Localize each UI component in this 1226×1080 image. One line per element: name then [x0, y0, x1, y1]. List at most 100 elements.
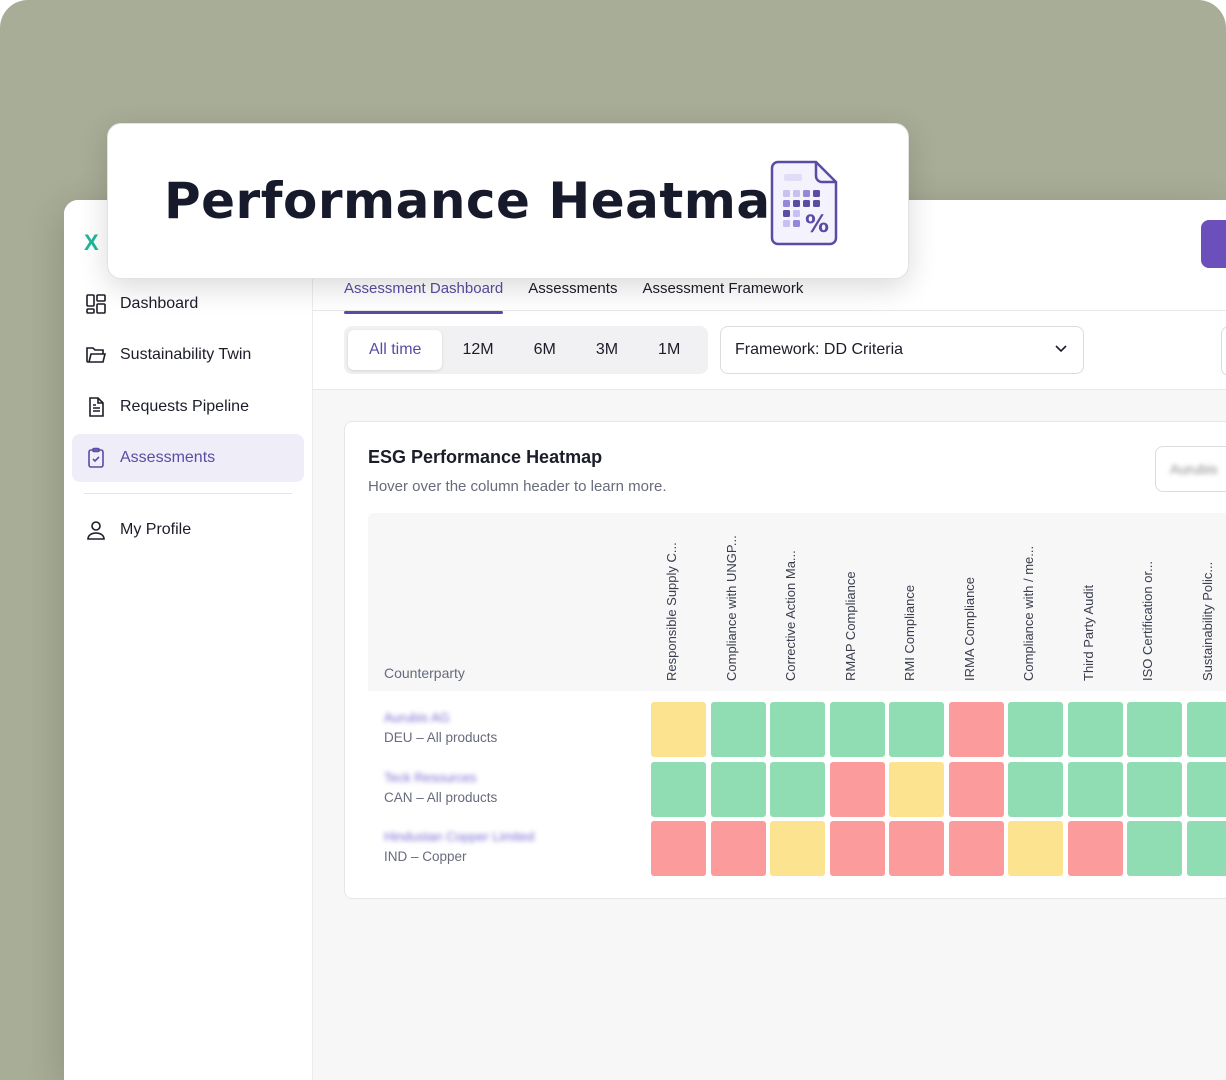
heatmap-cell[interactable] [889, 702, 944, 757]
heatmap-cell[interactable] [1067, 821, 1123, 876]
app-logo[interactable]: X [84, 230, 99, 255]
column-header[interactable]: ISO Certification or... [1139, 521, 1159, 681]
sidebar-divider [84, 493, 292, 494]
sidebar-item-dashboard[interactable]: Dashboard [72, 280, 304, 328]
column-header-label: Compliance with / me... [1021, 545, 1036, 681]
heatmap-cell[interactable] [770, 761, 825, 817]
toolbar-divider [313, 389, 1226, 390]
sidebar-item-label: Assessments [120, 449, 216, 466]
sidebar-item-requests-pipeline[interactable]: Requests Pipeline [72, 383, 304, 431]
period-selector: All time 12M 6M 3M 1M [344, 326, 708, 374]
heatmap-cell[interactable] [651, 702, 706, 757]
heatmap-cell[interactable] [1127, 761, 1182, 817]
sidebar-item-my-profile[interactable]: My Profile [72, 506, 304, 554]
heatmap-cell[interactable] [710, 702, 766, 757]
framework-select-value: Framework: DD Criteria [735, 341, 904, 358]
chevron-down-icon [1053, 340, 1069, 361]
column-header-label: Corrective Action Ma... [783, 550, 798, 681]
svg-text:%: % [805, 210, 829, 238]
heatmap-cell[interactable] [1186, 702, 1226, 757]
column-header-label: Sustainability Polic... [1199, 561, 1215, 681]
heatmap-cell[interactable] [1008, 821, 1063, 876]
heatmap-cell[interactable] [829, 761, 885, 817]
secondary-select[interactable] [1221, 326, 1226, 376]
column-header[interactable]: Compliance with / me... [1020, 521, 1040, 681]
heatmap-cell[interactable] [710, 761, 766, 817]
column-header[interactable]: IRMA Compliance [961, 521, 981, 681]
sidebar-item-assessments[interactable]: Assessments [72, 434, 304, 482]
period-12m-button[interactable]: 12M [462, 341, 494, 358]
period-1m-button[interactable]: 1M [658, 341, 681, 358]
tabs-divider [313, 310, 1226, 311]
sidebar: X Dashboard Sustainability Twin Requests… [64, 200, 313, 1080]
clipboard-check-icon [84, 446, 108, 470]
counterparty-row-label: Teck Resources CAN – All products [384, 770, 644, 805]
tab-assessments[interactable]: Assessments [528, 280, 618, 297]
period-3m-button[interactable]: 3M [595, 341, 619, 358]
heatmap-cell[interactable] [1127, 821, 1182, 876]
heatmap-cell[interactable] [770, 821, 825, 876]
column-header-label: RMAP Compliance [842, 571, 858, 681]
heatmap-cell[interactable] [651, 761, 706, 817]
column-header[interactable]: Corrective Action Ma... [782, 521, 802, 681]
app-window: X Dashboard Sustainability Twin Requests… [64, 200, 1226, 1080]
heatmap-cell[interactable] [1067, 702, 1123, 757]
framework-select[interactable]: Framework: DD Criteria [720, 326, 1084, 374]
column-header[interactable]: Third Party Audit [1080, 521, 1100, 681]
heatmap-cell[interactable] [889, 821, 944, 876]
column-header[interactable]: Responsible Supply C... [663, 521, 683, 681]
heatmap-cell[interactable] [1127, 702, 1182, 757]
heatmap-cell[interactable] [1186, 761, 1226, 817]
sidebar-item-label: My Profile [120, 521, 192, 538]
heatmap-report-icon: % [770, 160, 838, 246]
heatmap-cell[interactable] [710, 821, 766, 876]
counterparty-name-link[interactable]: Hindustan Copper Limited [384, 829, 535, 844]
heatmap-cell[interactable] [651, 821, 706, 876]
column-header-label: IRMA Compliance [961, 576, 977, 681]
column-header[interactable]: Sustainability Polic... [1199, 521, 1219, 681]
sidebar-item-label: Requests Pipeline [120, 398, 249, 415]
period-6m-button[interactable]: 6M [533, 341, 556, 358]
counterparty-scope: IND – Copper [384, 849, 467, 864]
user-icon [84, 518, 108, 542]
column-header[interactable]: RMI Compliance [901, 521, 921, 681]
card-subtitle: Hover over the column header to learn mo… [368, 478, 667, 495]
period-all-time-button[interactable]: All time [348, 330, 443, 370]
heatmap-cell[interactable] [829, 821, 885, 876]
tab-bar: Assessment Dashboard Assessments Assessm… [344, 276, 828, 314]
heatmap-cell[interactable] [770, 702, 825, 757]
column-header-label: ISO Certification or... [1140, 561, 1155, 681]
heatmap-cell[interactable] [1008, 702, 1063, 757]
heatmap-cell[interactable] [1067, 761, 1123, 817]
column-header[interactable]: Compliance with UNGP... [723, 521, 743, 681]
main-content: Assessment Dashboard Assessments Assessm… [313, 200, 1226, 1080]
column-header-label: RMI Compliance [902, 584, 917, 681]
tab-assessment-dashboard[interactable]: Assessment Dashboard [344, 276, 504, 314]
heatmap-cell[interactable] [1186, 821, 1226, 876]
sidebar-item-label: Sustainability Twin [120, 346, 252, 363]
heatmap-cell[interactable] [948, 821, 1004, 876]
column-header-label: Responsible Supply C... [664, 542, 679, 681]
counterparty-row-label: Hindustan Copper Limited IND – Copper [384, 829, 644, 864]
page-heading: Performance Heatmap [164, 172, 807, 230]
counterparty-name-link[interactable]: Aurubis AG [384, 710, 450, 725]
counterparty-select[interactable]: Aurubis [1155, 446, 1226, 492]
heatmap-cell[interactable] [1008, 761, 1063, 817]
counterparty-select-value: Aurubis [1170, 461, 1218, 477]
heatmap-cell[interactable] [829, 702, 885, 757]
sidebar-item-sustainability-twin[interactable]: Sustainability Twin [72, 331, 304, 379]
column-header-label: Compliance with UNGP... [723, 535, 739, 681]
tab-assessment-framework[interactable]: Assessment Framework [642, 280, 804, 297]
heatmap-cell[interactable] [948, 702, 1004, 757]
heatmap-cell[interactable] [889, 761, 944, 817]
column-header[interactable]: RMAP Compliance [842, 521, 862, 681]
heatmap-card: ESG Performance Heatmap Hover over the c… [344, 421, 1226, 899]
counterparty-column-header: Counterparty [384, 665, 465, 681]
counterparty-row-label: Aurubis AG DEU – All products [384, 710, 644, 745]
heatmap-cell[interactable] [948, 761, 1004, 817]
column-header-label: Third Party Audit [1080, 584, 1096, 681]
primary-action-button[interactable] [1201, 220, 1226, 268]
title-card: Performance Heatmap % [107, 123, 909, 279]
counterparty-name-link[interactable]: Teck Resources [384, 769, 477, 785]
